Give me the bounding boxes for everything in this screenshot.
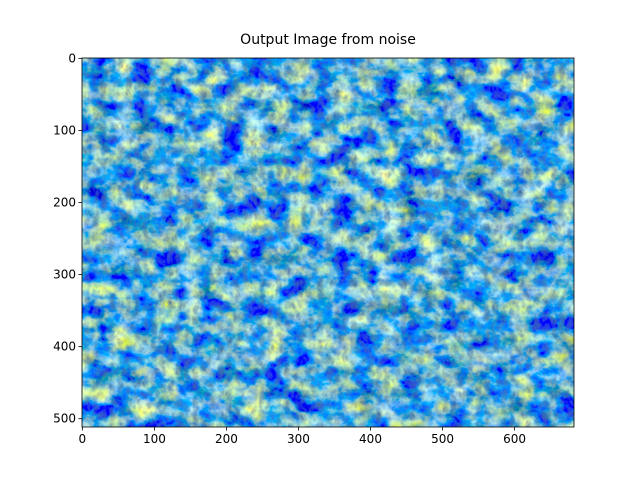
x-tick-label: 0 [79, 432, 87, 446]
axes-frame [81, 57, 575, 428]
x-tick-label: 600 [503, 432, 526, 446]
plot-area [81, 57, 575, 428]
x-tick-label: 100 [143, 432, 166, 446]
y-tick-label: 500 [53, 412, 76, 426]
x-tick-label: 500 [431, 432, 454, 446]
y-tick-label: 0 [68, 51, 76, 65]
y-tick-label: 300 [53, 268, 76, 282]
x-tick-label: 300 [287, 432, 310, 446]
y-tick-label: 400 [53, 340, 76, 354]
y-tick-label: 100 [53, 123, 76, 137]
image [82, 58, 574, 427]
x-tick-label: 200 [215, 432, 238, 446]
y-tick-label: 200 [53, 196, 76, 210]
chart-title: Output Image from noise [240, 32, 416, 48]
x-tick-label: 400 [359, 432, 382, 446]
